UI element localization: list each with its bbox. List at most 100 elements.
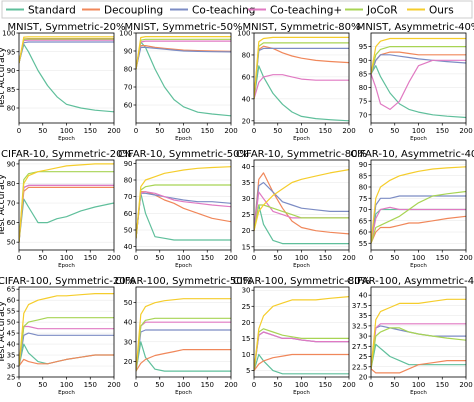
y-tick-label: 50 xyxy=(124,227,133,235)
panel-frame xyxy=(253,159,350,251)
y-tick-label: 35 xyxy=(7,352,16,360)
series-line-co-teaching xyxy=(371,325,466,369)
series-line-decoupling xyxy=(19,186,114,243)
legend-label: Ours xyxy=(429,5,454,17)
series-line-co-teaching xyxy=(136,46,231,70)
series-line-jocor xyxy=(254,204,349,231)
y-tick-label: 80 xyxy=(124,66,133,74)
series-line-decoupling xyxy=(19,354,114,367)
series-line-jocor xyxy=(371,45,466,75)
y-tick-label: 30 xyxy=(359,333,368,341)
y-tick-label: 50 xyxy=(124,299,133,307)
y-tick-label: 65 xyxy=(7,286,16,294)
series-line-decoupling xyxy=(254,353,349,371)
panel-title: CIFAR-100, Asymmetric-40% xyxy=(347,276,474,287)
x-tick-label: 0 xyxy=(252,381,256,389)
series-line-co-teaching xyxy=(371,195,466,244)
panel-title: CIFAR-10, Asymmetric-40% xyxy=(350,149,474,160)
x-tick-label: 100 xyxy=(295,254,308,262)
y-tick-label: 25 xyxy=(242,303,251,311)
series-line-jocor xyxy=(136,38,231,70)
series-line-jocor xyxy=(136,184,231,239)
x-axis-label: Epoch xyxy=(293,263,310,269)
x-tick-label: 200 xyxy=(342,381,355,389)
x-tick-label: 0 xyxy=(134,381,138,389)
series-group xyxy=(19,36,114,113)
y-tick-label: 10 xyxy=(242,351,251,359)
y-tick-label: 95 xyxy=(7,48,16,56)
x-axis-label: Epoch xyxy=(175,263,192,269)
x-tick-label: 50 xyxy=(390,254,399,262)
y-tick-label: 40 xyxy=(7,341,16,349)
y-tick-label: 25 xyxy=(242,211,251,219)
y-tick-label: 35 xyxy=(359,312,368,320)
series-group xyxy=(19,293,114,367)
panel-title: CIFAR-100, Symmetric-80% xyxy=(233,276,370,287)
series-group xyxy=(254,296,349,375)
series-line-jocor xyxy=(371,327,466,369)
y-tick-label: 70 xyxy=(7,200,16,208)
y-tick-label: 45 xyxy=(7,330,16,338)
x-axis-label: Epoch xyxy=(58,136,75,142)
legend-label: JoCoR xyxy=(366,5,398,17)
y-tick-label: 90 xyxy=(124,48,133,56)
y-tick-label: 40 xyxy=(124,319,133,327)
x-tick-label: 150 xyxy=(84,127,97,135)
y-tick-label: 40 xyxy=(242,95,251,103)
series-line-standard xyxy=(254,204,349,245)
x-tick-label: 200 xyxy=(459,254,472,262)
x-tick-label: 0 xyxy=(369,254,373,262)
x-axis-label: Epoch xyxy=(293,136,310,142)
x-tick-label: 200 xyxy=(224,381,237,389)
y-tick-label: 25 xyxy=(7,374,16,382)
series-line-co-teaching xyxy=(19,332,114,367)
series-line-co-teaching xyxy=(136,192,231,239)
series-line-co-teaching xyxy=(254,181,349,231)
series-group xyxy=(254,169,349,245)
x-tick-label: 50 xyxy=(38,381,47,389)
x-tick-label: 0 xyxy=(252,127,256,135)
series-line-co-teaching- xyxy=(254,74,349,100)
chart-panel: CIFAR-10, Symmetric-50% 40 50 60 70 80 90 0 50 10… xyxy=(118,149,249,269)
y-tick-label: 75 xyxy=(359,98,368,106)
x-tick-label: 0 xyxy=(134,254,138,262)
x-tick-label: 200 xyxy=(224,127,237,135)
series-line-ours xyxy=(254,296,349,371)
panel-title: MNIST, Symmetric-50% xyxy=(125,22,243,33)
panel-title: CIFAR-10, Symmetric-50% xyxy=(118,149,249,160)
y-axis-label: Test Accuracy xyxy=(0,46,7,109)
series-line-co-teaching- xyxy=(19,325,114,367)
series-line-ours xyxy=(19,36,114,64)
y-tick-label: 40 xyxy=(242,163,251,171)
y-tick-label: 30 xyxy=(242,195,251,203)
x-tick-label: 200 xyxy=(459,381,472,389)
x-tick-label: 50 xyxy=(155,127,164,135)
y-tick-label: 60 xyxy=(124,102,133,110)
series-group xyxy=(136,166,231,241)
y-tick-label: 80 xyxy=(7,105,16,113)
x-tick-label: 100 xyxy=(60,254,73,262)
panel-title: MNIST, Symmetric-20% xyxy=(8,22,126,33)
series-line-ours xyxy=(371,37,466,75)
y-tick-label: 60 xyxy=(359,229,368,237)
x-tick-label: 100 xyxy=(295,127,308,135)
y-tick-label: 27.5 xyxy=(352,343,368,351)
series-line-co-teaching xyxy=(136,329,231,372)
series-line-ours xyxy=(19,163,114,243)
series-line-standard xyxy=(136,341,231,372)
y-tick-label: 60 xyxy=(7,297,16,305)
series-line-standard xyxy=(371,343,466,369)
y-tick-label: 60 xyxy=(7,219,16,227)
y-tick-label: 40 xyxy=(124,243,133,251)
x-tick-label: 0 xyxy=(17,381,21,389)
series-line-decoupling xyxy=(254,45,349,99)
x-tick-label: 150 xyxy=(201,381,214,389)
series-group xyxy=(19,163,114,243)
panel-title: CIFAR-100, Symmetric-20% xyxy=(0,276,135,287)
y-tick-label: 85 xyxy=(7,86,16,94)
chart-panel: CIFAR-100, Symmetric-80% 5 10 15 20 25 30 0 50 10… xyxy=(233,276,370,396)
y-tick-label: 55 xyxy=(359,240,368,248)
x-tick-label: 50 xyxy=(273,381,282,389)
x-tick-label: 0 xyxy=(369,381,373,389)
y-tick-label: 70 xyxy=(124,84,133,92)
